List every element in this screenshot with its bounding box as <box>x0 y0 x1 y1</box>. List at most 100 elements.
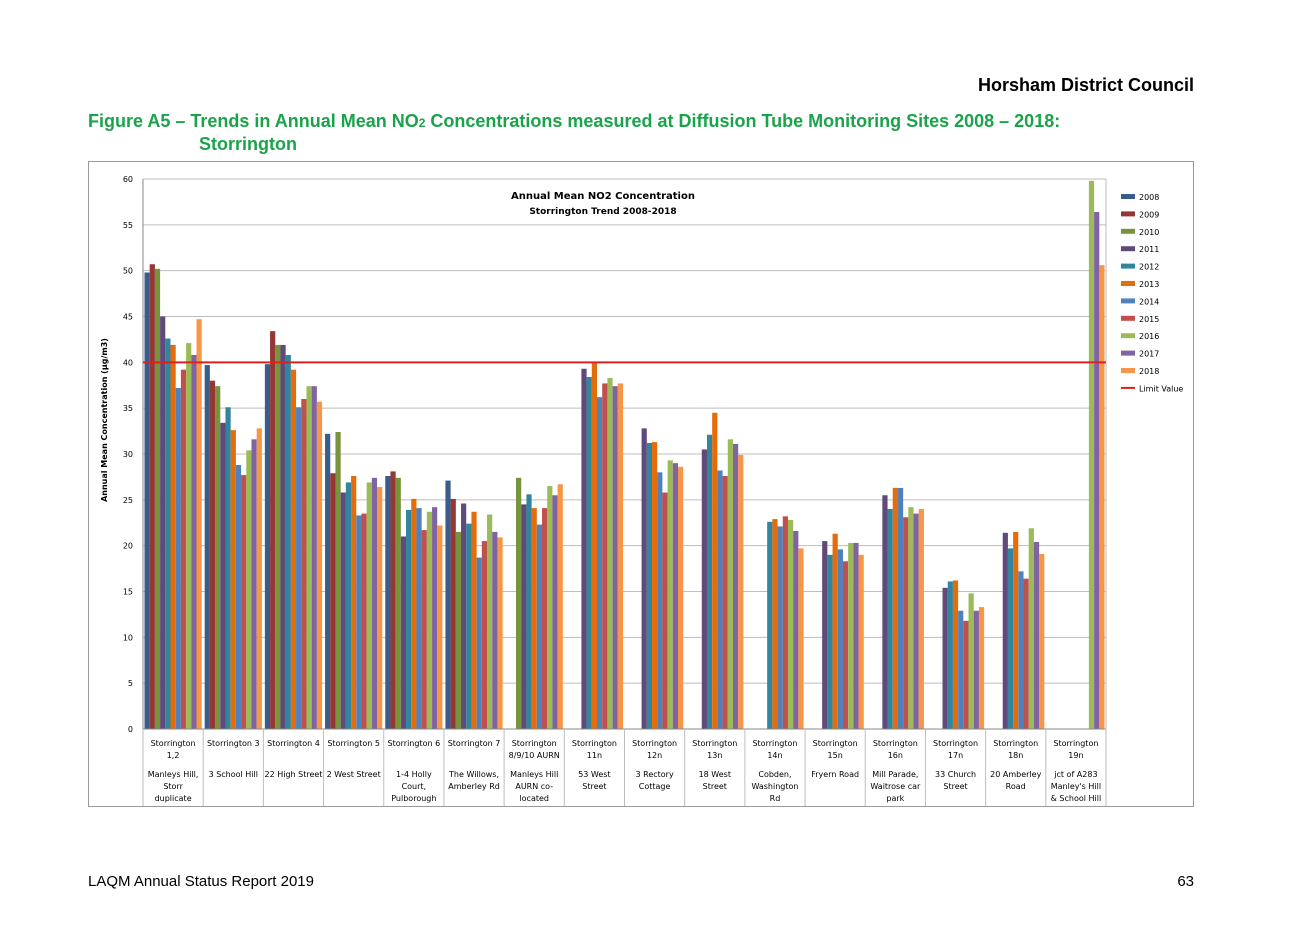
bar <box>256 428 262 729</box>
x-tick-label-location: & School Hill <box>1051 794 1102 803</box>
x-tick-label-site: 16n <box>888 751 903 760</box>
bar <box>586 377 592 729</box>
bar <box>597 397 603 729</box>
bar <box>306 386 312 729</box>
bar <box>1002 532 1008 729</box>
x-tick-label-site: Storrington <box>933 739 978 748</box>
bar <box>963 620 969 729</box>
bar <box>450 498 456 729</box>
legend-swatch <box>1121 333 1135 339</box>
bar <box>1007 548 1014 729</box>
x-tick-label-site: 15n <box>828 751 843 760</box>
bar <box>952 580 959 729</box>
bar <box>390 471 396 729</box>
bar <box>301 399 307 729</box>
bar <box>411 498 417 729</box>
x-tick-label-site: Storrington <box>873 739 918 748</box>
x-tick-label-site: Storrington 3 <box>207 739 260 748</box>
x-tick-label-site: Storrington <box>1053 739 1098 748</box>
bar <box>170 344 176 729</box>
bar <box>722 476 728 729</box>
bar <box>497 537 503 729</box>
bar <box>251 439 257 729</box>
x-tick-label-location: Manleys Hill, <box>148 770 199 779</box>
bar <box>552 495 558 729</box>
bar <box>1033 542 1040 729</box>
bar <box>455 531 462 729</box>
x-tick-label-location: AURN co- <box>515 782 553 791</box>
bar <box>581 368 587 729</box>
y-tick-label: 25 <box>123 496 133 505</box>
x-tick-label-location: Court, <box>402 782 427 791</box>
x-tick-label-site: 12n <box>647 751 662 760</box>
bar <box>215 386 221 729</box>
bar <box>335 432 341 729</box>
bar <box>487 514 493 729</box>
bar <box>316 401 323 729</box>
x-tick-label-site: 8/9/10 AURN <box>509 751 560 760</box>
y-tick-label: 20 <box>123 542 133 551</box>
footer-report-name: LAQM Annual Status Report 2019 <box>88 873 314 890</box>
bar <box>827 554 833 729</box>
bar <box>492 531 498 729</box>
x-tick-label-location: Manley's Hill <box>1051 782 1101 791</box>
legend-swatch <box>1121 246 1135 252</box>
y-tick-label: 30 <box>123 450 133 459</box>
bar <box>330 473 336 729</box>
y-axis-title: Annual Mean Concentration (µg/m3) <box>100 338 109 502</box>
x-tick-label-location: The Willows, <box>448 770 499 779</box>
x-tick-label-location: 3 Rectory <box>635 770 673 779</box>
figure-title-prefix: Figure A5 – Trends in Annual Mean NO <box>88 111 419 131</box>
bar <box>657 472 663 729</box>
x-tick-label-site: 11n <box>587 751 602 760</box>
x-tick-label-site: Storrington 4 <box>267 739 320 748</box>
x-tick-label-site: Storrington <box>813 739 858 748</box>
bar <box>607 377 613 729</box>
bar <box>706 434 713 729</box>
x-tick-label-site: 19n <box>1068 751 1083 760</box>
bar <box>793 531 799 729</box>
bar <box>225 407 231 729</box>
bar <box>848 542 854 729</box>
y-tick-label: 5 <box>128 679 133 688</box>
bar <box>832 533 838 729</box>
x-tick-label-site: 13n <box>707 751 722 760</box>
bar <box>521 504 527 729</box>
bar <box>908 507 914 729</box>
bar <box>646 443 652 729</box>
bar <box>897 487 904 729</box>
bar <box>612 386 618 729</box>
bar <box>275 344 281 729</box>
bar <box>471 511 477 729</box>
y-tick-label: 60 <box>123 175 133 184</box>
x-tick-label-location: Fryern Road <box>811 770 859 779</box>
bar <box>727 439 733 729</box>
legend-swatch <box>1121 298 1135 304</box>
bar <box>230 430 236 729</box>
bar <box>1039 553 1045 729</box>
bar <box>246 450 252 729</box>
bar <box>220 422 226 729</box>
bar <box>209 380 216 729</box>
x-tick-label-location: 22 High Street <box>264 770 322 779</box>
chart-container: 0 5 10 15 20 25 30 35 40 45 50 55 60 Annual Mean Conc… <box>88 161 1194 807</box>
bar <box>887 509 893 729</box>
bar <box>882 495 888 729</box>
bar <box>947 581 953 729</box>
x-tick-label-site: Storrington <box>512 739 557 748</box>
x-tick-label-location: jct of A283 <box>1053 770 1097 779</box>
bar <box>913 513 919 729</box>
bar <box>892 487 898 729</box>
x-tick-label-site: Storrington 6 <box>388 739 441 748</box>
bar <box>602 383 608 729</box>
bar <box>366 482 372 729</box>
x-tick-label-location: Storr <box>163 782 183 791</box>
bar <box>296 407 302 729</box>
legend-label: 2017 <box>1139 350 1159 359</box>
x-tick-label-location: Street <box>703 782 727 791</box>
bar <box>617 383 624 729</box>
legend-label-limit: Limit Value <box>1139 384 1183 393</box>
chart-subtitle: Storrington Trend 2008-2018 <box>529 207 676 217</box>
legend-swatch <box>1121 211 1135 217</box>
bar <box>516 477 522 729</box>
